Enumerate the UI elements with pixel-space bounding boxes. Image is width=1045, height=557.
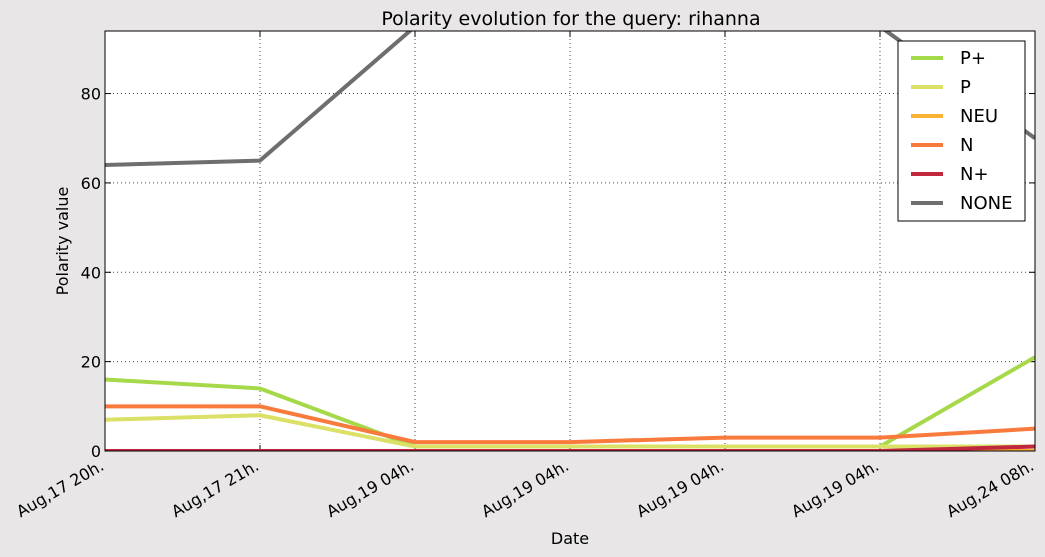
y-tick-label: 0 [91, 442, 101, 461]
y-tick-label: 20 [81, 353, 101, 372]
plot-area [105, 31, 1035, 451]
plot-frame [104, 30, 1036, 452]
legend: P+ P NEU N N+ NONE [897, 40, 1026, 222]
legend-label: N [960, 135, 973, 156]
grid [105, 31, 1035, 451]
legend-label: P [960, 77, 971, 98]
y-tick-label: 80 [81, 85, 101, 104]
series-lines [105, 31, 1035, 451]
legend-label: N+ [960, 164, 989, 185]
y-axis-label: Polarity value [53, 187, 72, 296]
y-tick-label: 40 [81, 263, 101, 282]
legend-label: P+ [960, 48, 986, 69]
series-line-n [105, 404, 1035, 445]
series-line-none [105, 31, 1035, 168]
legend-label: NONE [960, 193, 1012, 214]
chart-title: Polarity evolution for the query: rihann… [381, 8, 760, 30]
y-axis-ticks: 0 20 40 60 80 [81, 85, 1035, 461]
series-line-p [105, 413, 1035, 449]
y-tick-label: 60 [81, 174, 101, 193]
x-axis-label: Date [551, 529, 589, 548]
legend-box [897, 40, 1026, 222]
legend-label: NEU [960, 106, 998, 127]
